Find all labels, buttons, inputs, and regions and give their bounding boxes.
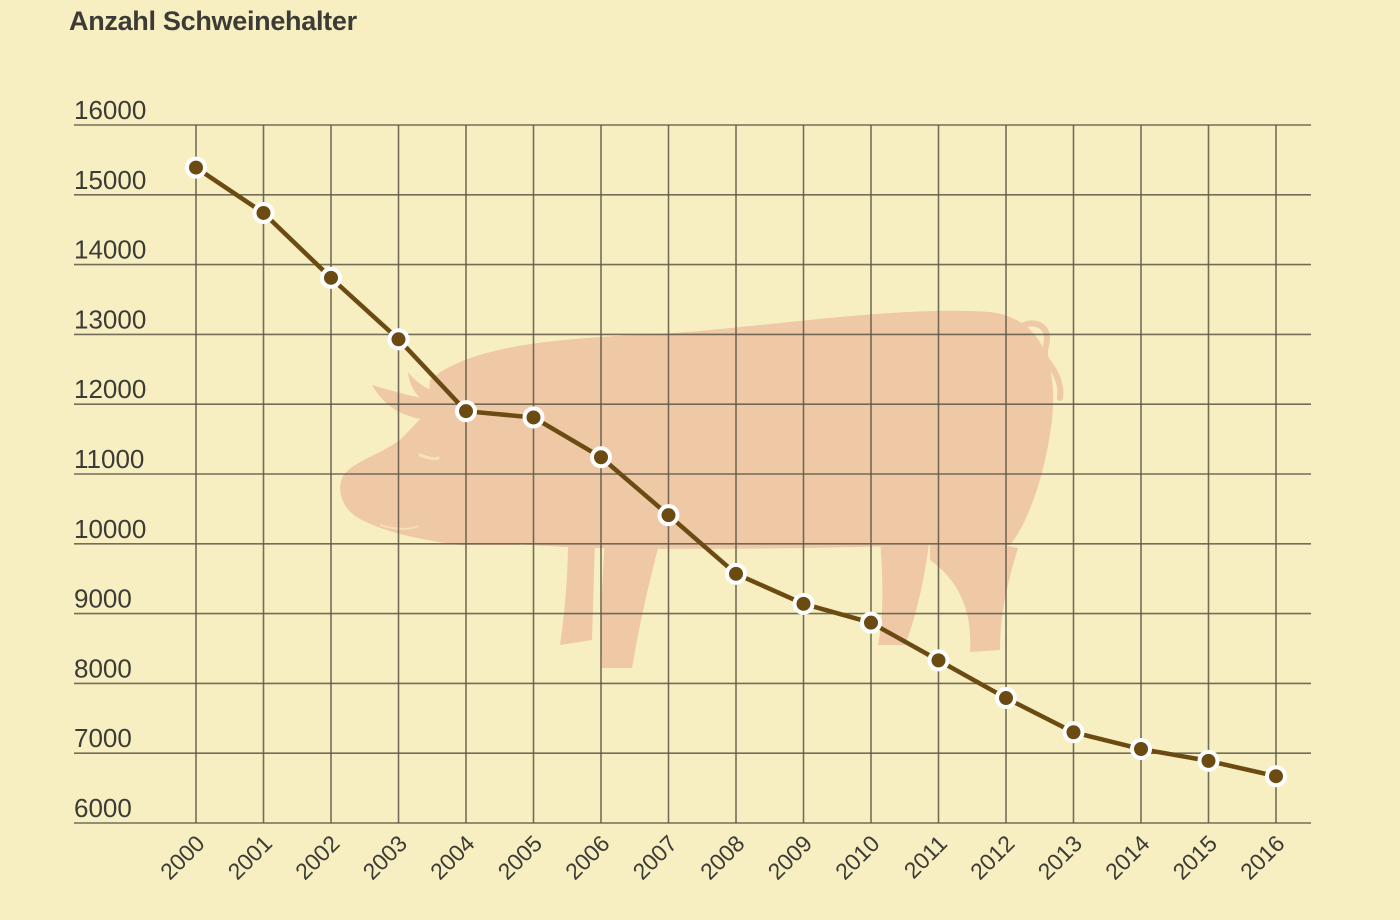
y-tick-label: 15000 — [74, 165, 146, 195]
data-point-marker[interactable] — [1062, 721, 1085, 744]
chart-title: Anzahl Schweinehalter — [69, 6, 357, 36]
x-tick-label: 2008 — [695, 830, 750, 885]
x-tick-label: 2000 — [155, 830, 210, 885]
data-point-marker[interactable] — [1197, 749, 1220, 772]
x-tick-label: 2012 — [965, 830, 1020, 885]
x-tick-label: 2013 — [1032, 830, 1087, 885]
x-tick-label: 2011 — [899, 830, 952, 883]
x-tick-label: 2015 — [1167, 830, 1222, 885]
data-point-marker[interactable] — [387, 328, 410, 351]
x-tick-label: 2007 — [627, 830, 682, 885]
data-point-marker[interactable] — [252, 201, 275, 224]
pig-eye — [418, 453, 440, 461]
y-tick-label: 9000 — [74, 584, 132, 614]
pig-leg — [930, 530, 1018, 652]
y-tick-label: 7000 — [74, 723, 132, 753]
pig-leg — [560, 540, 595, 645]
x-tick-label: 2004 — [425, 830, 480, 885]
y-axis-labels: 16000 15000 14000 13000 12000 11000 10000 9000 8… — [74, 95, 146, 823]
pig-leg — [878, 535, 930, 645]
y-tick-label: 16000 — [74, 95, 146, 125]
data-point-marker[interactable] — [455, 400, 477, 423]
x-tick-label: 2002 — [290, 830, 345, 885]
y-tick-label: 10000 — [74, 514, 146, 544]
x-axis-labels: 2000 2001 2002 2003 2004 2005 2006 2007 2008 2009… — [155, 830, 1290, 885]
pig-head — [340, 380, 520, 545]
data-point-marker[interactable] — [1265, 765, 1287, 788]
x-tick-label: 2003 — [357, 830, 412, 885]
data-point-marker[interactable] — [185, 156, 207, 179]
data-point-marker[interactable] — [1130, 738, 1152, 761]
y-tick-label: 12000 — [74, 374, 146, 404]
data-point-marker[interactable] — [657, 504, 680, 527]
x-tick-label: 2006 — [560, 830, 615, 885]
pig-silhouette-icon — [340, 310, 1064, 668]
data-point-marker[interactable] — [792, 592, 815, 615]
y-tick-label: 11000 — [74, 444, 144, 474]
x-tick-label: 2016 — [1235, 830, 1290, 885]
data-point-marker[interactable] — [860, 611, 882, 634]
vertical-gridlines — [195, 125, 1277, 823]
y-tick-label: 8000 — [74, 653, 132, 683]
y-tick-label: 13000 — [74, 304, 146, 334]
pig-leg — [601, 540, 660, 668]
pig-ear-right — [408, 372, 462, 418]
data-point-marker[interactable] — [995, 687, 1017, 710]
data-series — [185, 156, 1287, 788]
data-point-marker[interactable] — [320, 266, 342, 289]
pig-mouth — [379, 524, 419, 530]
x-tick-label: 2001 — [222, 830, 277, 885]
x-tick-label: 2010 — [830, 830, 885, 885]
data-point-marker[interactable] — [927, 649, 950, 672]
pig-tail — [1014, 320, 1064, 401]
pig-ear-left — [372, 385, 440, 420]
data-point-marker[interactable] — [725, 562, 747, 585]
horizontal-gridlines — [74, 124, 1311, 824]
x-tick-label: 2005 — [492, 830, 547, 885]
data-point-marker[interactable] — [590, 446, 612, 469]
data-point-marker[interactable] — [522, 406, 545, 429]
x-tick-label: 2014 — [1100, 830, 1155, 885]
y-tick-label: 6000 — [74, 793, 132, 823]
y-tick-label: 14000 — [74, 235, 146, 265]
x-tick-label: 2009 — [762, 830, 817, 885]
